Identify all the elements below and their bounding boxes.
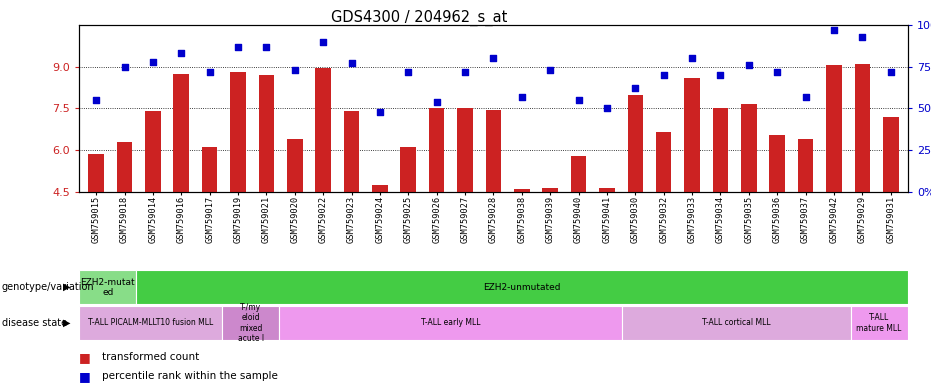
Point <box>884 69 898 75</box>
Bar <box>400 147 416 192</box>
Text: T-ALL
mature MLL: T-ALL mature MLL <box>857 313 902 333</box>
Bar <box>230 72 246 192</box>
Text: disease state: disease state <box>2 318 67 328</box>
Bar <box>600 188 614 192</box>
Bar <box>429 109 444 192</box>
Bar <box>514 189 530 192</box>
Point <box>600 106 614 112</box>
Point <box>798 94 813 100</box>
Text: genotype/variation: genotype/variation <box>2 282 94 292</box>
Bar <box>851 306 908 340</box>
Bar <box>287 139 303 192</box>
Bar <box>79 306 222 340</box>
Bar <box>316 68 331 192</box>
Bar <box>372 185 387 192</box>
Bar <box>883 117 898 192</box>
Text: T-ALL PICALM-MLLT10 fusion MLL: T-ALL PICALM-MLLT10 fusion MLL <box>88 318 213 328</box>
Point <box>684 55 699 61</box>
Point <box>174 50 189 56</box>
Bar <box>826 65 842 192</box>
Bar <box>712 109 728 192</box>
Bar <box>798 139 814 192</box>
Bar <box>741 104 757 192</box>
Bar <box>684 78 700 192</box>
Point <box>741 62 756 68</box>
Point <box>372 109 387 115</box>
Point <box>202 69 217 75</box>
Text: percentile rank within the sample: percentile rank within the sample <box>102 371 278 381</box>
Point <box>117 64 132 70</box>
Text: GDS4300 / 204962_s_at: GDS4300 / 204962_s_at <box>331 10 507 26</box>
Text: ▶: ▶ <box>63 282 71 292</box>
Bar <box>88 154 104 192</box>
Point <box>259 44 274 50</box>
Bar <box>769 135 785 192</box>
Point <box>855 33 870 40</box>
Point <box>656 72 671 78</box>
Point <box>231 44 246 50</box>
Text: ▶: ▶ <box>63 318 71 328</box>
Bar <box>344 111 359 192</box>
Bar <box>571 156 587 192</box>
Text: ■: ■ <box>79 351 91 364</box>
Point <box>288 67 303 73</box>
Bar <box>543 188 558 192</box>
Bar <box>173 74 189 192</box>
Bar <box>855 64 870 192</box>
Bar <box>279 306 622 340</box>
Point <box>88 97 103 103</box>
Bar <box>486 110 501 192</box>
Text: EZH2-mutat
ed: EZH2-mutat ed <box>80 278 135 297</box>
Point <box>344 60 359 66</box>
Bar <box>655 132 671 192</box>
Bar <box>202 147 218 192</box>
Point <box>627 85 642 91</box>
Point <box>543 67 558 73</box>
Text: ■: ■ <box>79 370 91 383</box>
Point <box>458 69 473 75</box>
Point <box>401 69 416 75</box>
Bar <box>116 142 132 192</box>
Bar <box>145 111 161 192</box>
Point <box>316 39 331 45</box>
Point <box>145 59 160 65</box>
Text: EZH2-unmutated: EZH2-unmutated <box>483 283 560 292</box>
Bar <box>259 75 275 192</box>
Text: transformed count: transformed count <box>102 352 199 362</box>
Point <box>713 72 728 78</box>
Point <box>486 55 501 61</box>
Text: T-ALL cortical MLL: T-ALL cortical MLL <box>702 318 771 328</box>
Text: T-/my
eloid
mixed
acute l: T-/my eloid mixed acute l <box>237 303 263 343</box>
Point <box>827 27 842 33</box>
Text: T-ALL early MLL: T-ALL early MLL <box>421 318 480 328</box>
Point <box>571 97 586 103</box>
Bar <box>79 270 136 304</box>
Point <box>429 99 444 105</box>
Bar <box>627 94 643 192</box>
Bar <box>622 306 851 340</box>
Point <box>770 69 785 75</box>
Bar <box>222 306 279 340</box>
Point <box>514 94 529 100</box>
Bar <box>457 109 473 192</box>
